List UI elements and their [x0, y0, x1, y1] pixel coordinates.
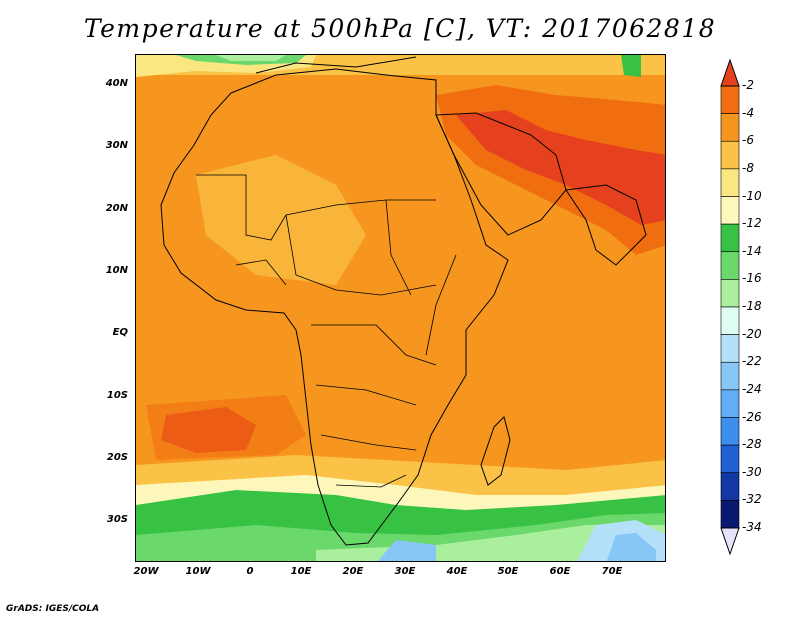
field-sahara-warm [196, 155, 366, 285]
lat-label-eq: EQ [112, 327, 128, 338]
madagascar-coastline [480, 416, 511, 486]
lon-label-0: 0 [246, 566, 254, 577]
mediterranean-coast [255, 56, 417, 74]
colorbar-label: -34 [742, 520, 762, 534]
colorbar-box [720, 500, 740, 529]
country-borders [196, 174, 457, 488]
colorbar-label: -16 [742, 271, 762, 286]
colorbar-label: -30 [742, 464, 762, 479]
map-svg [136, 55, 665, 561]
colorbar-box [720, 196, 740, 225]
colorbar-box [720, 168, 740, 197]
lon-label-10w: 10W [185, 566, 211, 577]
lat-label-30n: 30N [105, 140, 128, 151]
lat-label-10n: 10N [105, 265, 128, 276]
lon-label-20w: 20W [133, 566, 159, 577]
india-coastline [565, 184, 647, 266]
colorbar-label: -32 [742, 492, 762, 507]
field-south-blue3 [606, 533, 656, 561]
lat-label-10s: 10S [106, 390, 128, 401]
colorbar [720, 58, 740, 556]
colorbar-box [720, 113, 740, 142]
colorbar-label: -22 [742, 354, 762, 369]
lon-label-50e: 50E [497, 566, 519, 577]
colorbar-label: -8 [742, 160, 754, 175]
colorbar-label: -18 [742, 299, 762, 313]
lat-label-20n: 20N [105, 203, 128, 214]
field-north-pale [216, 55, 286, 61]
field-south-blue [377, 540, 436, 561]
lon-label-10e: 10E [290, 566, 312, 577]
coastlines [160, 56, 647, 546]
colorbar-label: -28 [742, 437, 762, 452]
arabia-coastline [435, 112, 567, 236]
colorbar-box [720, 251, 740, 280]
colorbar-label: -24 [742, 381, 762, 396]
colorbar-bottom-arrow [720, 527, 740, 556]
colorbar-label: -6 [742, 133, 754, 148]
field-south-warm2 [146, 395, 306, 460]
lon-label-20e: 20E [342, 566, 364, 577]
colorbar-box [720, 444, 740, 474]
colorbar-label: -20 [742, 326, 762, 341]
footer-credit: GrADS: IGES/COLA [6, 604, 100, 614]
colorbar-box [720, 279, 740, 308]
field-hot-core [456, 110, 665, 225]
lon-label-40e: 40E [446, 566, 468, 577]
colorbar-label: -2 [742, 78, 754, 92]
colorbar-box [720, 223, 740, 253]
lon-label-70e: 70E [601, 566, 623, 577]
colorbar-box [720, 140, 740, 170]
colorbar-box [720, 389, 740, 418]
colorbar-label: -10 [742, 188, 762, 203]
colorbar-label: -12 [742, 216, 762, 231]
colorbar-box [720, 417, 740, 446]
lat-label-30s: 30S [106, 514, 128, 525]
chart-title: Temperature at 500hPa [C], VT: 201706281… [83, 14, 717, 43]
lon-label-30e: 30E [394, 566, 416, 577]
colorbar-box [720, 85, 740, 114]
temperature-map [135, 54, 666, 562]
colorbar-top-arrow [720, 58, 740, 87]
field-ne-green [621, 55, 641, 77]
colorbar-box [720, 334, 740, 363]
lon-label-60e: 60E [549, 566, 571, 577]
lat-label-20s: 20S [106, 452, 128, 463]
colorbar-box [720, 306, 740, 335]
colorbar-boxes [720, 85, 740, 529]
colorbar-box [720, 472, 740, 501]
colorbar-box [720, 361, 740, 391]
colorbar-label: -4 [742, 105, 754, 120]
lat-label-40n: 40N [105, 78, 128, 89]
colorbar-label: -26 [742, 409, 762, 424]
colorbar-label: -14 [742, 243, 762, 258]
